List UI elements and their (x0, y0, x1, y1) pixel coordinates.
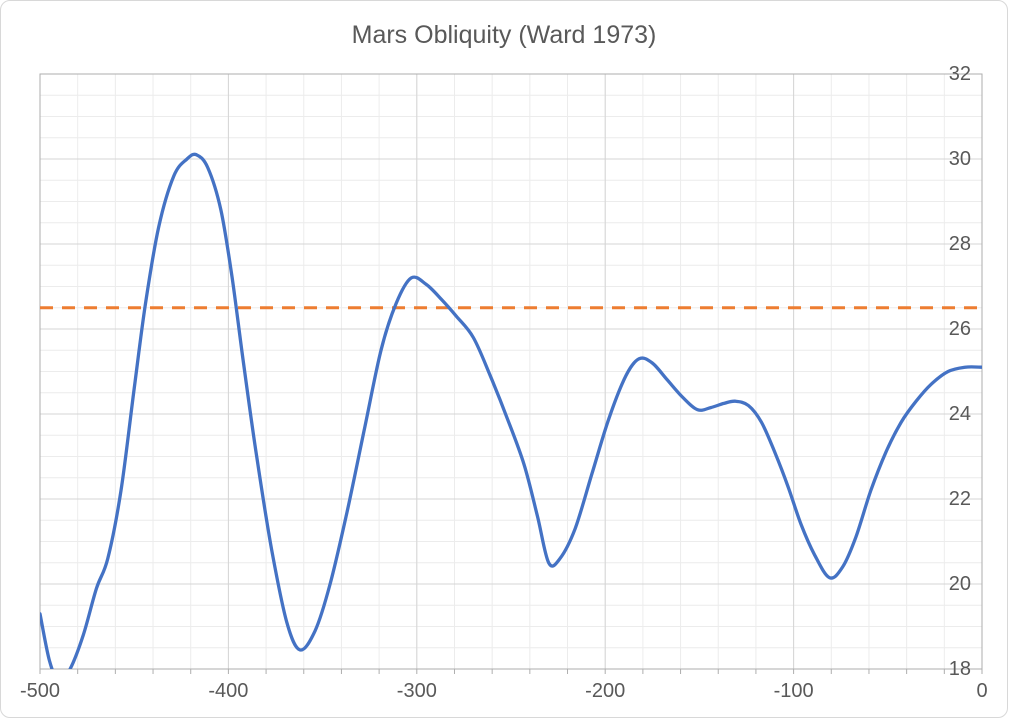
x-tick-label: -100 (773, 680, 814, 702)
x-tick-label: 0 (976, 680, 988, 702)
x-tick-label: -200 (585, 680, 626, 702)
y-tick-label: 26 (948, 318, 971, 340)
y-tick-label: 28 (948, 233, 971, 255)
chart-title: Mars Obliquity (Ward 1973) (351, 21, 657, 49)
y-tick-label: 20 (948, 573, 971, 595)
y-tick-label: 22 (948, 488, 971, 510)
x-tick-label: -500 (19, 680, 61, 702)
x-tick-label: -400 (208, 680, 249, 702)
obliquity-line-series (40, 152, 982, 669)
x-tick-label: -300 (396, 680, 437, 702)
y-tick-label: 18 (948, 658, 971, 680)
y-tick-label: 30 (948, 148, 971, 170)
y-tick-label: 24 (948, 403, 971, 425)
plot-border (39, 73, 983, 670)
y-tick-label: 32 (948, 63, 971, 85)
